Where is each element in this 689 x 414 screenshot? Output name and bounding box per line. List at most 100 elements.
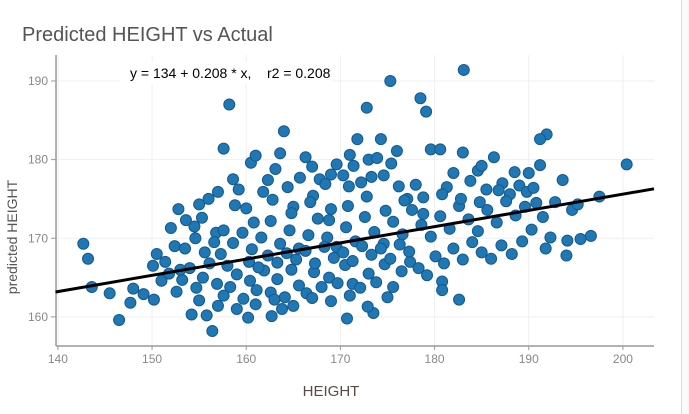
data-point — [390, 144, 403, 157]
data-point — [473, 196, 486, 209]
data-point — [384, 74, 397, 87]
data-point — [327, 251, 340, 264]
x-tick-label: 140 — [48, 352, 68, 366]
data-point — [340, 312, 353, 325]
data-point — [179, 214, 192, 227]
data-point — [189, 232, 202, 245]
data-point — [127, 282, 140, 295]
data-point — [574, 233, 587, 246]
data-point — [113, 314, 126, 327]
data-point — [343, 148, 356, 161]
data-point — [343, 289, 356, 302]
data-point — [308, 257, 321, 270]
data-point — [179, 242, 192, 255]
data-point — [466, 236, 479, 249]
data-point — [324, 168, 337, 181]
data-point — [277, 125, 290, 138]
y-tick-label: 180 — [28, 153, 48, 167]
data-point — [417, 207, 430, 220]
data-point — [236, 226, 249, 239]
data-point — [274, 237, 287, 250]
data-point — [323, 271, 336, 284]
data-point — [146, 259, 159, 272]
data-point — [384, 252, 397, 265]
chart-title: Predicted HEIGHT vs Actual — [22, 24, 273, 46]
data-point — [522, 166, 535, 179]
data-point — [206, 325, 219, 338]
scrollbar[interactable] — [681, 0, 689, 414]
data-point — [255, 231, 268, 244]
data-point — [77, 237, 90, 250]
data-point — [453, 293, 466, 306]
data-point — [539, 242, 552, 255]
data-point — [261, 174, 274, 187]
data-point — [456, 253, 469, 266]
data-point — [164, 222, 177, 235]
y-tick-label: 170 — [28, 231, 48, 245]
data-point — [434, 210, 447, 223]
data-point — [505, 247, 518, 260]
data-point — [299, 151, 312, 164]
data-point — [285, 207, 298, 220]
data-point — [480, 183, 493, 196]
data-point — [202, 192, 215, 205]
data-point — [620, 158, 633, 171]
fit-line — [55, 187, 655, 294]
data-point — [358, 211, 371, 224]
data-point — [393, 238, 406, 251]
axes: 140 150 160 170 180 190 200 160 170 180 190 — [28, 55, 654, 366]
x-tick-label: 150 — [142, 352, 162, 366]
grid — [56, 55, 654, 346]
data-point — [208, 236, 221, 249]
data-point — [374, 242, 387, 255]
data-point — [560, 249, 573, 262]
data-point — [319, 177, 332, 190]
data-point — [293, 171, 306, 184]
data-point — [185, 308, 198, 321]
data-point — [265, 310, 278, 323]
data-point — [245, 243, 258, 256]
data-point — [230, 268, 243, 281]
data-point — [500, 195, 513, 208]
data-point — [379, 204, 392, 217]
data-point — [147, 293, 160, 306]
data-point — [471, 225, 484, 238]
data-point — [424, 230, 437, 243]
data-point — [405, 203, 418, 216]
data-point — [370, 276, 383, 289]
data-point — [306, 160, 319, 173]
data-point — [371, 152, 384, 165]
data-point — [271, 273, 284, 286]
data-point — [337, 246, 350, 259]
x-tick-label: 180 — [425, 352, 445, 366]
data-point — [387, 215, 400, 228]
data-point — [347, 159, 360, 172]
data-point — [354, 281, 367, 294]
data-point — [525, 223, 538, 236]
data-point — [223, 98, 236, 111]
data-point — [240, 202, 253, 215]
x-tick-label: 200 — [613, 352, 633, 366]
data-point — [249, 298, 262, 311]
data-point — [247, 216, 260, 229]
data-point — [214, 247, 227, 260]
data-point — [137, 288, 150, 301]
data-point — [82, 252, 95, 265]
data-point — [242, 311, 255, 324]
data-point — [436, 284, 449, 297]
data-point — [274, 147, 287, 160]
data-point — [323, 214, 336, 227]
y-tick-label: 190 — [28, 74, 48, 88]
data-point — [230, 303, 243, 316]
x-tick-label: 190 — [519, 352, 539, 366]
data-point — [355, 176, 368, 189]
data-point — [447, 166, 460, 179]
data-point — [324, 203, 337, 216]
data-point — [374, 133, 387, 146]
data-point — [381, 291, 394, 304]
data-point — [398, 194, 411, 207]
data-point — [475, 246, 488, 259]
x-axis-label: HEIGHT — [303, 383, 360, 400]
annotation-background — [120, 62, 332, 84]
